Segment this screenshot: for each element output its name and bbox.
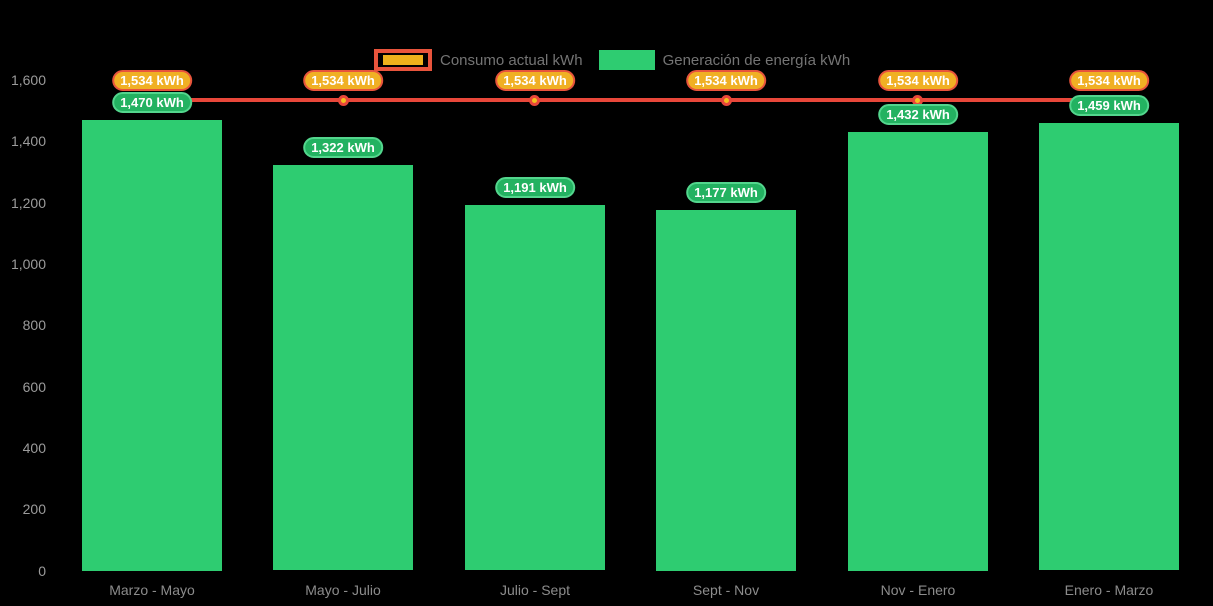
x-axis-category-label: Sept - Nov (692, 582, 760, 598)
y-axis-tick-label: 800 (22, 317, 46, 333)
consumo-value-badge: 1,534 kWh (303, 70, 383, 91)
consumo-line (152, 98, 1110, 102)
generacion-value-badge: 1,322 kWh (303, 137, 383, 158)
generacion-value-badge: 1,470 kWh (112, 92, 192, 113)
legend-label-generacion: Generación de energía kWh (662, 51, 851, 69)
consumo-marker-dot[interactable] (529, 95, 540, 106)
generacion-value-badge: 1,177 kWh (686, 182, 766, 203)
consumo-value-badge: 1,534 kWh (495, 70, 575, 91)
y-axis-tick-label: 1,000 (10, 256, 46, 272)
consumo-value-badge: 1,534 kWh (686, 70, 766, 91)
legend-item-generacion[interactable]: Generación de energía kWh (598, 50, 851, 70)
x-axis-category-label: Marzo - Mayo (109, 582, 195, 598)
consumo-marker-dot[interactable] (338, 95, 349, 106)
generacion-bar[interactable] (848, 132, 988, 571)
consumo-marker-dot[interactable] (721, 95, 732, 106)
consumo-legend-swatch-icon (374, 49, 432, 71)
x-axis-category-label: Julio - Sept (499, 582, 571, 598)
y-axis-tick-label: 600 (22, 379, 46, 395)
x-axis-category-label: Mayo - Julio (305, 582, 381, 598)
y-axis-tick-label: 1,200 (10, 195, 46, 211)
generacion-value-badge: 1,459 kWh (1069, 95, 1149, 116)
y-axis-tick-label: 400 (22, 440, 46, 456)
legend-item-consumo[interactable]: Consumo actual kWh (374, 49, 583, 71)
generacion-legend-swatch-icon (598, 50, 655, 70)
y-axis-tick-label: 0 (38, 563, 46, 579)
consumo-value-badge: 1,534 kWh (112, 70, 192, 91)
y-axis-tick-label: 1,600 (10, 72, 46, 88)
generacion-value-badge: 1,432 kWh (878, 104, 958, 125)
chart-legend: Consumo actual kWh Generación de energía… (374, 49, 850, 71)
consumo-value-badge: 1,534 kWh (878, 70, 958, 91)
generacion-bar[interactable] (1039, 123, 1179, 570)
legend-label-consumo: Consumo actual kWh (440, 51, 583, 69)
consumo-value-badge: 1,534 kWh (1069, 70, 1149, 91)
y-axis-tick-label: 1,400 (10, 133, 46, 149)
consumo-legend-swatch-fill (383, 55, 423, 65)
generacion-bar[interactable] (82, 120, 222, 571)
generacion-bar[interactable] (656, 210, 796, 571)
y-axis-tick-label: 200 (22, 501, 46, 517)
generacion-value-badge: 1,191 kWh (495, 177, 575, 198)
generacion-bar[interactable] (465, 205, 605, 570)
x-axis-category-label: Nov - Enero (880, 582, 956, 598)
x-axis-category-label: Enero - Marzo (1064, 582, 1154, 598)
generacion-bar[interactable] (273, 165, 413, 570)
